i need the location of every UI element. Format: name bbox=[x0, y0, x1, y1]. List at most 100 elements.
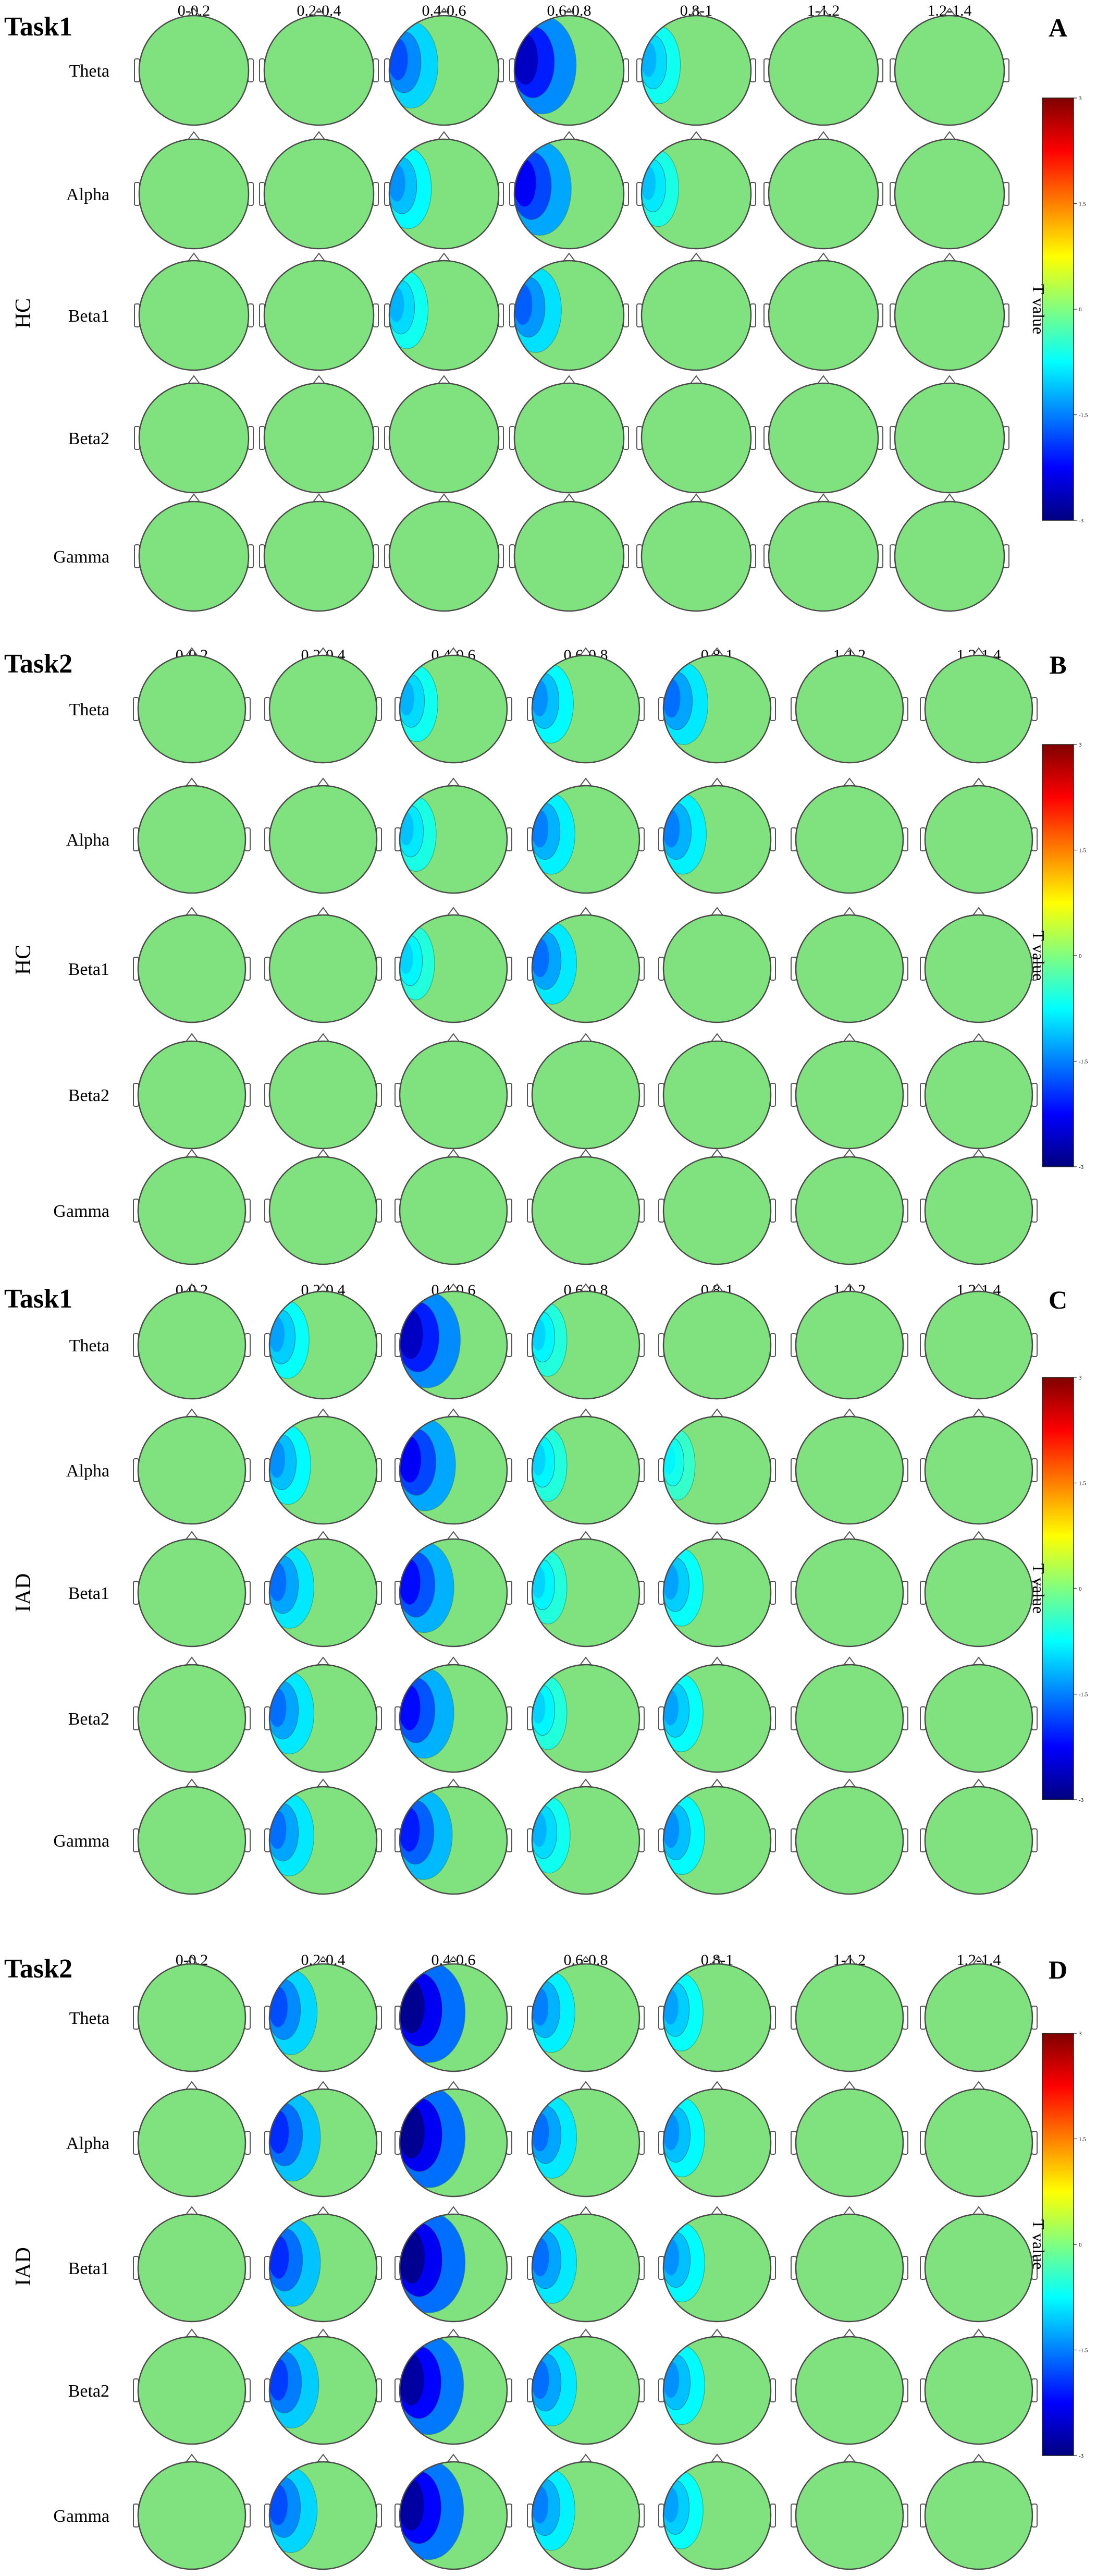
topomap-head bbox=[791, 2328, 908, 2445]
topomap-head bbox=[658, 1531, 776, 1647]
topomap-head bbox=[527, 1149, 645, 1265]
colorbar-tick-label: 3 bbox=[1079, 1375, 1082, 1381]
topomap-head bbox=[134, 7, 254, 126]
task-label: Task2 bbox=[4, 649, 72, 679]
band-label: Alpha bbox=[66, 1461, 109, 1481]
topomap-head bbox=[264, 647, 382, 764]
topomap-head bbox=[395, 2081, 512, 2197]
topomap-head bbox=[384, 493, 504, 612]
topomap-head bbox=[395, 2328, 512, 2445]
topomap-head bbox=[920, 647, 1038, 764]
topomap-head bbox=[259, 131, 379, 250]
topomap-head bbox=[920, 1283, 1038, 1400]
group-label: HC bbox=[11, 298, 35, 328]
topomap-head bbox=[920, 1778, 1038, 1895]
band-label: Theta bbox=[69, 2009, 109, 2028]
topomap-head bbox=[133, 1408, 251, 1525]
band-label: Theta bbox=[69, 700, 109, 719]
topomap-head bbox=[527, 1956, 645, 2072]
topomap-head bbox=[920, 1956, 1038, 2072]
topomap-head bbox=[509, 7, 629, 126]
topomap-head bbox=[658, 777, 776, 894]
colorbar-tick-label: 3 bbox=[1079, 2031, 1082, 2037]
band-label: Gamma bbox=[53, 1832, 109, 1851]
band-label: Beta2 bbox=[68, 2382, 109, 2401]
topomap-head bbox=[791, 1778, 908, 1895]
topomap-head bbox=[395, 907, 512, 1023]
topomap-head bbox=[636, 493, 756, 612]
band-label: Beta1 bbox=[68, 1584, 109, 1603]
topomap-head bbox=[658, 647, 776, 764]
topomap-head bbox=[791, 1656, 908, 1773]
colorbar-title: T value bbox=[1029, 284, 1048, 334]
topomap-head bbox=[384, 131, 504, 250]
group-label: IAD bbox=[11, 2247, 35, 2286]
band-label: Gamma bbox=[53, 2507, 109, 2526]
band-label: Beta2 bbox=[68, 1710, 109, 1729]
band-label: Beta2 bbox=[68, 429, 109, 448]
colorbar-tick-label: 0 bbox=[1079, 1586, 1082, 1592]
topomap-head bbox=[133, 1283, 251, 1400]
colorbar-tick-label: -3 bbox=[1079, 2453, 1084, 2459]
topomap-head bbox=[791, 1956, 908, 2072]
topomap-head bbox=[527, 1778, 645, 1895]
band-label: Beta1 bbox=[68, 307, 109, 326]
band-label: Alpha bbox=[66, 831, 109, 850]
topomap-head bbox=[920, 2328, 1038, 2445]
topomap-head bbox=[264, 1149, 382, 1265]
topomap-head bbox=[395, 1408, 512, 1525]
topomap-head bbox=[264, 2328, 382, 2445]
colorbar-tick-label: 3 bbox=[1079, 742, 1082, 748]
band-label: Gamma bbox=[53, 547, 109, 567]
colorbar-tick-label: 1.5 bbox=[1079, 1481, 1086, 1487]
topomap-head bbox=[763, 252, 883, 371]
colorbar-tick-label: -1.5 bbox=[1079, 2348, 1088, 2354]
topomap-head bbox=[395, 777, 512, 894]
band-label: Theta bbox=[69, 62, 109, 81]
task-label: Task1 bbox=[4, 1284, 72, 1314]
colorbar: 3 1.5 0 -1.5 -3 T value bbox=[1029, 742, 1088, 1170]
group-label: HC bbox=[11, 945, 35, 975]
topomap-head bbox=[658, 1283, 776, 1400]
topomap-head bbox=[791, 2453, 908, 2570]
topomap-head bbox=[133, 2453, 251, 2570]
colorbar-tick-label: 0 bbox=[1079, 953, 1082, 959]
topomap-head bbox=[133, 1778, 251, 1895]
topomap-head bbox=[133, 777, 251, 894]
topomap-head bbox=[658, 2453, 776, 2570]
band-label: Theta bbox=[69, 1336, 109, 1356]
topomap-head bbox=[264, 1408, 382, 1525]
colorbar-tick-label: -1.5 bbox=[1079, 1059, 1088, 1065]
topomap-head bbox=[791, 647, 908, 764]
colorbar-title: T value bbox=[1029, 931, 1048, 981]
topomap-head bbox=[133, 1656, 251, 1773]
topomap-head bbox=[264, 1778, 382, 1895]
topomap-head bbox=[395, 1656, 512, 1773]
panel-letter: C bbox=[1049, 1285, 1067, 1314]
topomap-head bbox=[791, 907, 908, 1023]
topomap-head bbox=[133, 1531, 251, 1647]
topomap-head bbox=[259, 7, 379, 126]
task-label: Task2 bbox=[4, 1954, 72, 1984]
topomap-head bbox=[264, 777, 382, 894]
band-label: Beta1 bbox=[68, 2259, 109, 2278]
topomap-head bbox=[658, 1656, 776, 1773]
topomap-head bbox=[384, 375, 504, 494]
colorbar: 3 1.5 0 -1.5 -3 T value bbox=[1029, 95, 1088, 524]
topomap-head bbox=[920, 1531, 1038, 1647]
colorbar-tick-label: 1.5 bbox=[1079, 848, 1086, 854]
topomap-head bbox=[134, 252, 254, 371]
topomap-head bbox=[527, 907, 645, 1023]
topomap-head bbox=[920, 2453, 1038, 2570]
topomap-head bbox=[658, 1033, 776, 1150]
topomap-head bbox=[527, 2328, 645, 2445]
topomap-head bbox=[658, 2328, 776, 2445]
topomap-head bbox=[527, 1283, 645, 1400]
colorbar-tick-label: 0 bbox=[1079, 307, 1082, 313]
topomap-head bbox=[133, 647, 251, 764]
topomap-head bbox=[395, 1956, 512, 2072]
topomap-head bbox=[527, 2206, 645, 2323]
